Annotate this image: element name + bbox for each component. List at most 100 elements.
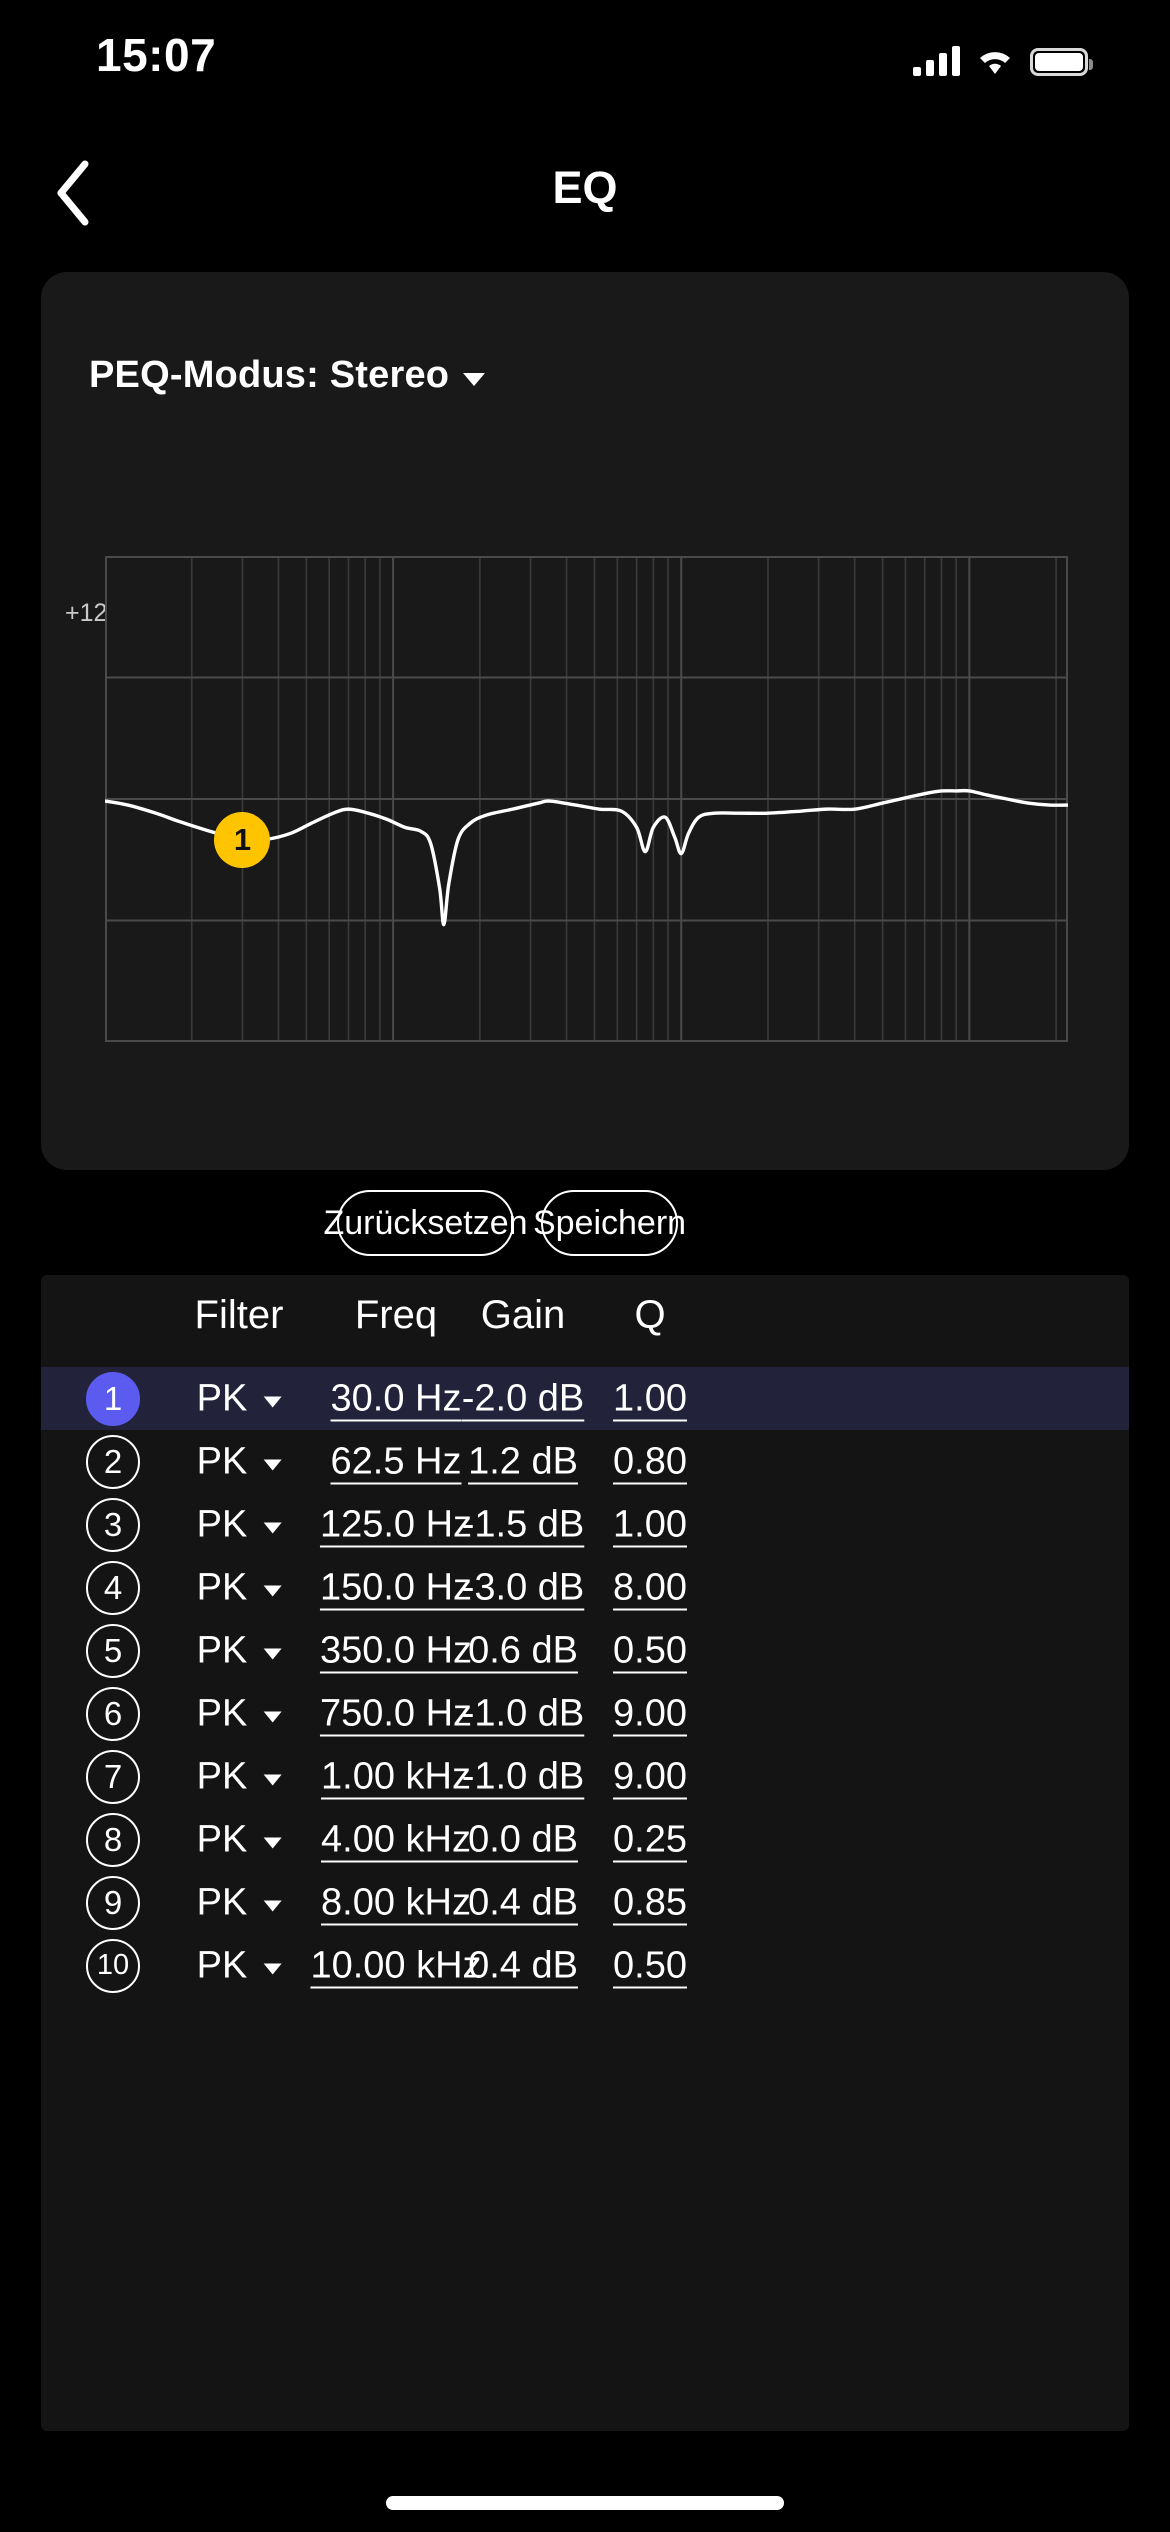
gain-value[interactable]: -1.5 dB <box>461 1503 585 1545</box>
back-button[interactable] <box>30 150 120 240</box>
q-value[interactable]: 0.80 <box>613 1440 687 1482</box>
filter-type-select[interactable]: PK <box>197 1566 282 1609</box>
filter-type-select[interactable]: PK <box>197 1377 282 1420</box>
filter-type-label: PK <box>196 1944 248 1986</box>
freq-value[interactable]: 10.00 kHz <box>310 1944 482 1986</box>
q-value[interactable]: 1.00 <box>613 1503 687 1545</box>
peq-mode-selector[interactable]: PEQ-Modus: Stereo <box>89 354 486 397</box>
q-value[interactable]: 0.25 <box>613 1818 687 1860</box>
chevron-left-icon <box>53 158 97 233</box>
band-index-badge[interactable]: 7 <box>86 1749 140 1804</box>
band-index-badge[interactable]: 10 <box>86 1938 140 1993</box>
q-value[interactable]: 0.85 <box>613 1881 687 1923</box>
page-title: EQ <box>552 162 618 213</box>
freq-value[interactable]: 150.0 Hz <box>319 1566 473 1608</box>
q-value[interactable]: 9.00 <box>613 1755 687 1797</box>
q-value[interactable]: 0.50 <box>613 1944 687 1986</box>
band-index-badge[interactable]: 4 <box>86 1560 140 1615</box>
table-row[interactable]: 3 PK 125.0 Hz -1.5 dB 1.00 <box>41 1493 1129 1556</box>
chevron-down-icon <box>263 1648 282 1659</box>
gain-value[interactable]: -1.0 dB <box>461 1692 585 1734</box>
table-row[interactable]: 10 PK 10.00 kHz 0.4 dB 0.50 <box>41 1934 1129 1997</box>
gain-value[interactable]: -3.0 dB <box>461 1566 585 1608</box>
eq-bands-table: Filter Freq Gain Q 1 PK 30.0 Hz -2.0 dB 1.00 2 PK… <box>41 1275 1129 2431</box>
gain-value[interactable]: 0.0 dB <box>468 1818 578 1860</box>
table-row[interactable]: 7 PK 1.00 kHz -1.0 dB 9.00 <box>41 1745 1129 1808</box>
gain-value[interactable]: -1.0 dB <box>461 1755 585 1797</box>
band-index-badge[interactable]: 1 <box>86 1371 140 1426</box>
freq-value[interactable]: 4.00 kHz <box>321 1818 471 1860</box>
band-index-badge[interactable]: 2 <box>86 1434 140 1489</box>
chevron-down-icon <box>263 1459 282 1470</box>
band-index-badge[interactable]: 5 <box>86 1623 140 1678</box>
q-value[interactable]: 8.00 <box>613 1566 687 1608</box>
freq-value[interactable]: 125.0 Hz <box>319 1503 473 1545</box>
q-value[interactable]: 1.00 <box>613 1377 687 1419</box>
filter-type-label: PK <box>196 1440 248 1482</box>
filter-type-label: PK <box>196 1692 248 1734</box>
table-row[interactable]: 8 PK 4.00 kHz 0.0 dB 0.25 <box>41 1808 1129 1871</box>
chevron-down-icon <box>263 1963 282 1974</box>
gain-value[interactable]: -2.0 dB <box>461 1377 585 1419</box>
filter-type-label: PK <box>196 1566 248 1608</box>
filter-type-label: PK <box>196 1818 248 1860</box>
chevron-down-icon <box>263 1585 282 1596</box>
freq-value[interactable]: 30.0 Hz <box>330 1377 462 1419</box>
table-header-filter: Filter <box>194 1293 284 1337</box>
chevron-down-icon <box>463 373 486 386</box>
battery-icon <box>1030 48 1093 76</box>
band-index-badge[interactable]: 8 <box>86 1812 140 1867</box>
filter-type-label: PK <box>196 1629 248 1671</box>
filter-type-select[interactable]: PK <box>197 1944 282 1987</box>
q-value[interactable]: 9.00 <box>613 1692 687 1734</box>
gain-value[interactable]: 0.4 dB <box>468 1944 578 1986</box>
table-row[interactable]: 9 PK 8.00 kHz 0.4 dB 0.85 <box>41 1871 1129 1934</box>
table-row[interactable]: 2 PK 62.5 Hz 1.2 dB 0.80 <box>41 1430 1129 1493</box>
table-row[interactable]: 1 PK 30.0 Hz -2.0 dB 1.00 <box>41 1367 1129 1430</box>
table-header-gain: Gain <box>480 1293 566 1337</box>
band-index-badge[interactable]: 3 <box>86 1497 140 1552</box>
table-row[interactable]: 6 PK 750.0 Hz -1.0 dB 9.00 <box>41 1682 1129 1745</box>
home-indicator[interactable] <box>386 2496 784 2510</box>
reset-button[interactable]: Zurücksetzen <box>323 1190 528 1256</box>
filter-type-select[interactable]: PK <box>197 1692 282 1735</box>
freq-value[interactable]: 62.5 Hz <box>330 1440 462 1482</box>
eq-response-curve <box>105 788 1068 927</box>
filter-type-select[interactable]: PK <box>197 1755 282 1798</box>
cellular-signal-icon <box>913 46 960 76</box>
band-index-badge[interactable]: 6 <box>86 1686 140 1741</box>
save-button[interactable]: Speichern <box>533 1190 686 1256</box>
table-row[interactable]: 4 PK 150.0 Hz -3.0 dB 8.00 <box>41 1556 1129 1619</box>
filter-type-select[interactable]: PK <box>197 1818 282 1861</box>
chart-gridlines-horizontal <box>105 556 1068 1042</box>
table-header-row: Filter Freq Gain Q <box>41 1275 1129 1367</box>
freq-value[interactable]: 1.00 kHz <box>321 1755 471 1797</box>
gain-value[interactable]: 1.2 dB <box>468 1440 578 1482</box>
wifi-icon <box>976 48 1014 76</box>
eq-action-buttons: Zurücksetzen Speichern <box>0 1190 1170 1270</box>
q-value[interactable]: 0.50 <box>613 1629 687 1671</box>
filter-type-label: PK <box>196 1755 248 1797</box>
freq-value[interactable]: 750.0 Hz <box>319 1692 473 1734</box>
eq-response-plot[interactable] <box>105 556 1068 1042</box>
chevron-down-icon <box>263 1522 282 1533</box>
band-index-badge[interactable]: 9 <box>86 1875 140 1930</box>
freq-value[interactable]: 350.0 Hz <box>319 1629 473 1671</box>
filter-type-select[interactable]: PK <box>197 1629 282 1672</box>
filter-type-label: PK <box>196 1881 248 1923</box>
eq-chart-card: PEQ-Modus: Stereo +12 -12 1020501004001k… <box>41 272 1129 1351</box>
filter-type-select[interactable]: PK <box>197 1503 282 1546</box>
filter-type-select[interactable]: PK <box>197 1881 282 1924</box>
filter-type-select[interactable]: PK <box>197 1440 282 1483</box>
status-bar: 15:07 <box>0 0 1170 120</box>
gain-value[interactable]: 0.4 dB <box>468 1881 578 1923</box>
gain-value[interactable]: 0.6 dB <box>468 1629 578 1671</box>
chevron-down-icon <box>263 1711 282 1722</box>
freq-value[interactable]: 8.00 kHz <box>321 1881 471 1923</box>
eq-band-marker-1[interactable]: 1 <box>214 811 271 868</box>
chevron-down-icon <box>263 1837 282 1848</box>
nav-bar: EQ <box>0 150 1170 260</box>
table-row[interactable]: 5 PK 350.0 Hz 0.6 dB 0.50 <box>41 1619 1129 1682</box>
filter-type-label: PK <box>196 1377 248 1419</box>
